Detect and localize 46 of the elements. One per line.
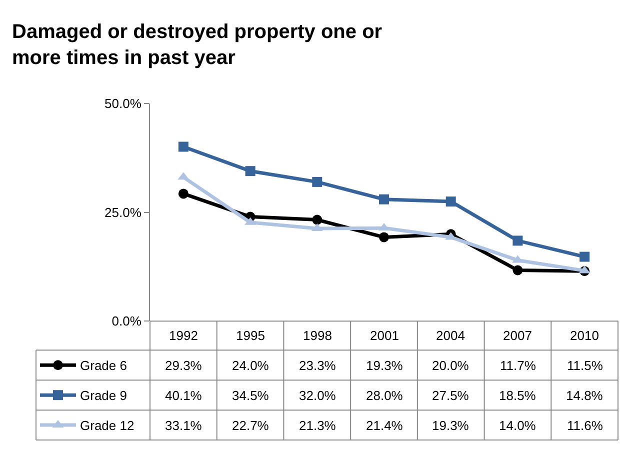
data-label: 29.3% [165, 358, 202, 373]
data-label: 11.5% [567, 358, 604, 373]
data-label: 11.7% [500, 358, 536, 373]
point [312, 176, 322, 187]
x-tick-label: 1992 [169, 328, 198, 343]
data-label: 34.5% [232, 388, 270, 403]
legend-label: Grade 12 [80, 418, 134, 433]
point [512, 265, 523, 276]
x-tick-label: 2001 [370, 328, 399, 343]
data-label: 28.0% [366, 388, 404, 403]
data-label: 21.4% [366, 418, 404, 433]
x-tick-label: 2007 [503, 328, 532, 343]
x-tick-label: 2004 [436, 328, 465, 343]
point [245, 166, 256, 176]
x-tick-label: 1998 [303, 328, 332, 343]
point [178, 142, 188, 152]
y-tick-label: 25.0% [104, 204, 142, 220]
legend-label: Grade 9 [80, 388, 127, 403]
point [379, 194, 389, 204]
data-label: 21.3% [299, 418, 336, 433]
data-label: 19.3% [432, 418, 470, 433]
x-tick-label: 2010 [570, 328, 599, 343]
point [512, 236, 523, 246]
data-label: 32.0% [299, 388, 336, 403]
data-label: 19.3% [366, 358, 404, 373]
data-label: 33.1% [165, 418, 202, 433]
data-label: 24.0% [232, 358, 270, 373]
point [446, 196, 456, 207]
data-label: 20.0% [432, 358, 470, 373]
data-label: 11.6% [567, 418, 604, 433]
y-tick-label: 50.0% [104, 96, 142, 112]
point [379, 232, 389, 242]
data-label: 18.5% [499, 388, 536, 403]
data-label: 40.1% [165, 388, 202, 403]
data-label: 23.3% [299, 358, 336, 373]
data-label: 27.5% [432, 388, 470, 403]
x-tick-label: 1995 [236, 328, 265, 343]
y-tick-label: 0.0% [112, 314, 142, 329]
chart-title: Damaged or destroyed property one or more times in past year [12, 21, 382, 69]
point [580, 252, 590, 262]
data-label: 22.7% [232, 418, 270, 433]
legend-label: Grade 6 [80, 358, 127, 373]
data-label: 14.0% [499, 418, 536, 433]
data-label: 14.8% [566, 388, 604, 403]
point [312, 214, 322, 225]
point [178, 188, 188, 199]
